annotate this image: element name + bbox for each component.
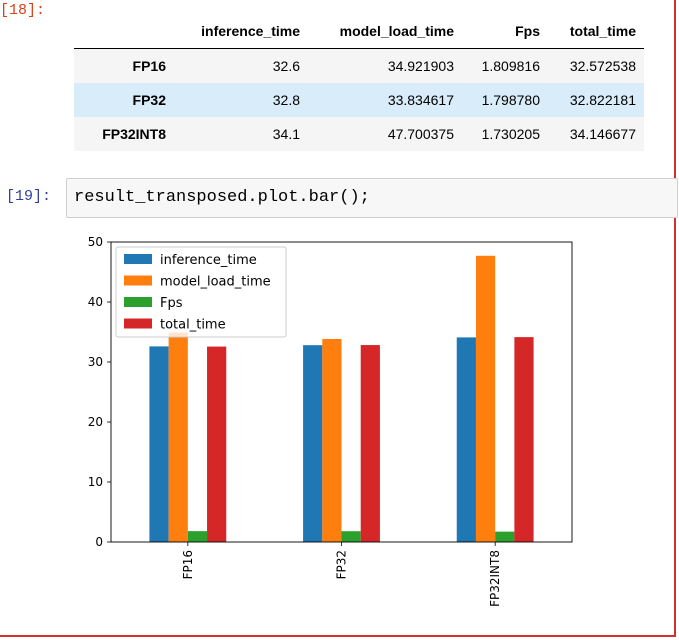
legend-swatch <box>124 297 152 307</box>
bar <box>303 345 323 542</box>
legend-swatch <box>124 275 152 286</box>
column-header: model_load_time <box>308 14 462 49</box>
table-header-row: inference_time model_load_time Fps total… <box>74 14 644 49</box>
table-cell: 32.572538 <box>569 58 636 74</box>
bar <box>341 531 361 542</box>
row-index: FP16 <box>132 58 166 74</box>
table-cell: 32.8 <box>272 92 300 108</box>
y-tick-label: 0 <box>95 535 103 549</box>
table-cell: 1.798780 <box>481 92 540 108</box>
bar <box>456 337 476 542</box>
x-tick-label: FP32 <box>335 550 349 579</box>
y-tick-label: 50 <box>88 235 103 249</box>
table-cell: 34.1 <box>272 126 300 142</box>
table-row: FP32INT8 34.1 47.700375 1.730205 34.1466… <box>74 117 644 151</box>
output-prompt: [18]: <box>0 2 46 19</box>
table-row: FP16 32.6 34.921903 1.809816 32.572538 <box>74 48 644 83</box>
y-tick-label: 30 <box>88 355 103 369</box>
code-text: result_transposed.plot.bar(); <box>74 188 370 207</box>
dataframe-table: inference_time model_load_time Fps total… <box>74 14 644 151</box>
legend-label: Fps <box>160 296 183 311</box>
table-cell: 1.809816 <box>481 58 540 74</box>
legend-swatch <box>124 254 152 264</box>
bar <box>475 255 496 543</box>
table-cell: 32.6 <box>272 58 300 74</box>
y-tick-label: 20 <box>88 415 103 429</box>
axes-frame <box>110 241 573 543</box>
column-header: total_time <box>548 14 644 49</box>
table-row: FP32 32.8 33.834617 1.798780 32.822181 <box>74 83 644 117</box>
x-tick-label: FP16 <box>181 550 195 579</box>
bar <box>187 531 208 542</box>
bar <box>168 332 188 542</box>
bar <box>514 337 534 542</box>
legend-swatch <box>124 318 152 329</box>
column-header: inference_time <box>174 14 308 49</box>
bar <box>322 338 342 542</box>
legend-label: model_load_time <box>160 275 271 290</box>
y-tick-label: 10 <box>88 475 103 489</box>
legend-box <box>115 246 287 338</box>
bar <box>207 346 227 542</box>
table-cell: 47.700375 <box>387 126 454 142</box>
legend-label: total_time <box>160 318 226 333</box>
bar <box>360 345 380 542</box>
code-input-cell[interactable]: result_transposed.plot.bar(); <box>66 178 678 218</box>
bar-chart: FP16 FP32 FP32INT8 0 10 20 30 40 50 inference_tim… <box>88 235 573 607</box>
bar <box>149 346 169 542</box>
y-tick-label: 40 <box>88 295 103 309</box>
x-tick-label: FP32INT8 <box>488 550 502 607</box>
table-cell: 33.834617 <box>387 92 454 108</box>
table-cell: 32.822181 <box>569 92 636 108</box>
table-cell: 34.921903 <box>387 58 454 74</box>
bar <box>495 531 515 542</box>
legend-label: inference_time <box>160 253 257 268</box>
row-index: FP32 <box>132 92 166 108</box>
row-index: FP32INT8 <box>102 126 166 142</box>
table-cell: 34.146677 <box>569 126 636 142</box>
index-header <box>74 14 174 49</box>
input-prompt: [19]: <box>6 188 52 205</box>
table-cell: 1.730205 <box>481 126 540 142</box>
column-header: Fps <box>462 14 548 49</box>
